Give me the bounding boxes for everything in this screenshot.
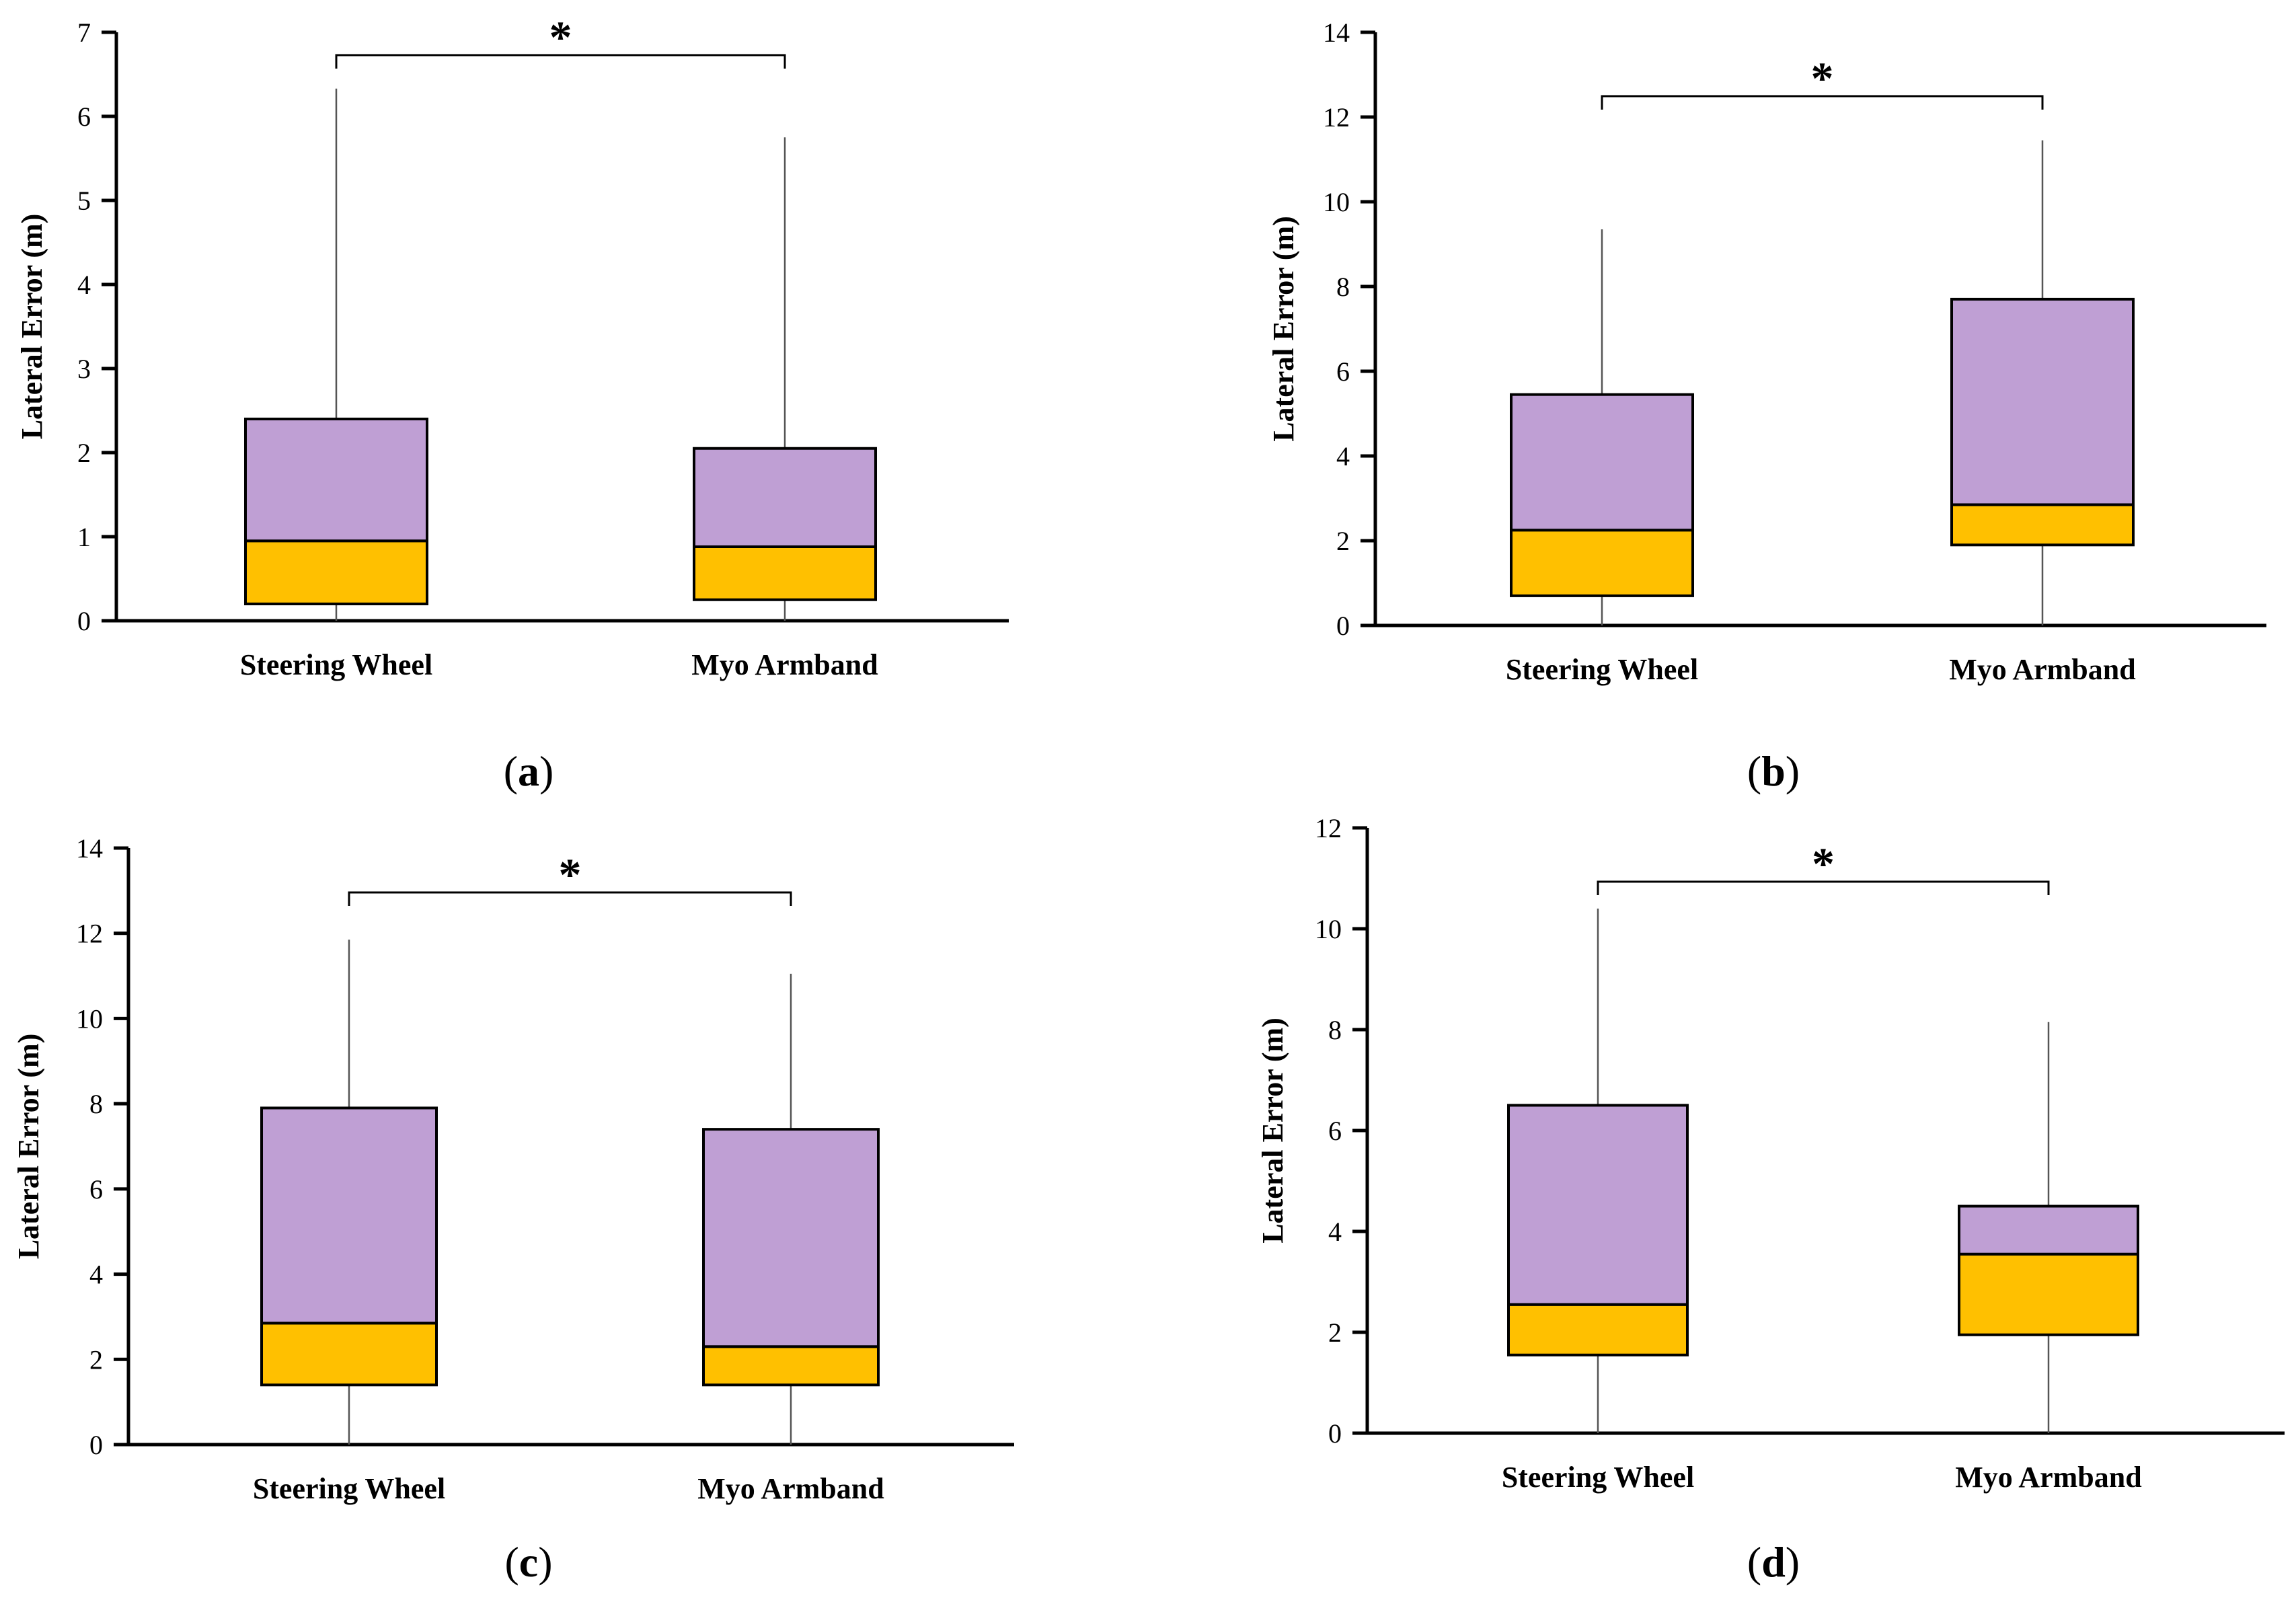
- y-axis-title: Lateral Error (m): [12, 1034, 45, 1260]
- y-tick-label: 14: [76, 833, 103, 864]
- chart-panel-d: 0 2 4 6 8 10 12 Lateral Error (m) Steering Wheel…: [1256, 813, 2285, 1586]
- caption-letter: c: [519, 1538, 538, 1586]
- y-tick-label: 2: [1328, 1317, 1342, 1348]
- box-upper-quartile: [693, 447, 877, 548]
- y-tick-label: 5: [77, 186, 91, 216]
- caption-paren-close: ): [1786, 1538, 1800, 1586]
- y-tick-label: 8: [1336, 272, 1350, 302]
- box-myo-armband: [1950, 140, 2135, 625]
- category-label: Myo Armband: [691, 648, 878, 681]
- y-tick-label: 4: [77, 270, 91, 300]
- caption-paren-open: (: [504, 1538, 519, 1586]
- box-lower-quartile: [1510, 529, 1694, 597]
- y-tick-label: 10: [1323, 187, 1350, 217]
- y-tick-label: 2: [89, 1344, 103, 1375]
- significance-bracket: [348, 891, 792, 906]
- significance-star: *: [559, 849, 582, 900]
- significance-bracket: [335, 54, 786, 69]
- category-label: Steering Wheel: [1502, 1461, 1694, 1494]
- box-lower-quartile: [1950, 503, 2135, 547]
- chart-panel-b: 0 2 4 6 8 10 12 14 Lateral Error (m) Steering Whe…: [1267, 17, 2266, 795]
- category-label: Steering Wheel: [253, 1472, 445, 1505]
- box-myo-armband: [693, 137, 877, 621]
- y-tick-label: 6: [89, 1174, 103, 1204]
- category-label: Myo Armband: [1949, 653, 2135, 686]
- box-upper-quartile: [1950, 297, 2135, 506]
- category-label: Steering Wheel: [240, 648, 432, 681]
- caption-paren-open: (: [504, 747, 518, 795]
- y-tick-label: 2: [1336, 526, 1350, 556]
- box-upper-quartile: [244, 418, 428, 543]
- y-tick-label: 10: [1315, 914, 1342, 944]
- box-upper-quartile: [1958, 1204, 2139, 1256]
- y-tick-label: 14: [1323, 17, 1350, 48]
- caption-letter: b: [1761, 747, 1786, 795]
- box-steering-wheel: [1510, 229, 1694, 625]
- box-upper-quartile: [702, 1128, 880, 1348]
- box-steering-wheel: [260, 940, 438, 1445]
- y-tick-label: 0: [1328, 1418, 1342, 1449]
- caption-letter: a: [518, 747, 539, 795]
- box-steering-wheel: [1507, 909, 1689, 1433]
- panel-caption: (c): [504, 1538, 552, 1586]
- significance-star: *: [1811, 52, 1834, 104]
- caption-paren-open: (: [1747, 1538, 1761, 1586]
- box-lower-quartile: [244, 539, 428, 605]
- chart-panel-c: 0 2 4 6 8 10 12 14 Lateral Error (m) Steering Whe…: [12, 833, 1014, 1586]
- y-tick-label: 8: [89, 1089, 103, 1119]
- panel-caption: (d): [1747, 1538, 1800, 1586]
- box-lower-quartile: [260, 1322, 438, 1387]
- box-upper-quartile: [260, 1106, 438, 1325]
- y-axis-title: Lateral Error (m): [1267, 216, 1300, 442]
- box-lower-quartile: [1958, 1252, 2139, 1336]
- y-tick-label: 4: [1328, 1217, 1342, 1247]
- y-tick-label: 12: [1315, 813, 1342, 843]
- y-tick-label: 4: [89, 1260, 103, 1290]
- box-myo-armband: [702, 973, 880, 1445]
- caption-paren-close: ): [539, 747, 553, 795]
- y-tick-label: 7: [77, 17, 91, 48]
- y-tick-label: 4: [1336, 441, 1350, 471]
- y-tick-label: 0: [1336, 611, 1350, 641]
- y-tick-label: 8: [1328, 1015, 1342, 1045]
- y-tick-label: 12: [76, 919, 103, 949]
- y-tick-label: 6: [1328, 1116, 1342, 1146]
- caption-paren-close: ): [1786, 747, 1800, 795]
- box-lower-quartile: [1507, 1303, 1689, 1356]
- y-tick-label: 1: [77, 522, 91, 552]
- significance-star: *: [1812, 838, 1835, 889]
- significance-bracket: [1597, 880, 2050, 895]
- category-label: Myo Armband: [1955, 1461, 2141, 1494]
- category-label: Myo Armband: [697, 1472, 884, 1505]
- significance-star: *: [549, 11, 572, 63]
- y-axis-title: Lateral Error (m): [15, 214, 48, 440]
- y-tick-label: 12: [1323, 102, 1350, 132]
- significance-bracket: [1601, 95, 2044, 110]
- y-tick-label: 3: [77, 354, 91, 384]
- box-lower-quartile: [702, 1345, 880, 1387]
- box-myo-armband: [1958, 1022, 2139, 1433]
- box-upper-quartile: [1510, 393, 1694, 532]
- y-tick-label: 0: [77, 606, 91, 636]
- caption-paren-close: ): [538, 1538, 552, 1586]
- box-upper-quartile: [1507, 1104, 1689, 1306]
- y-tick-label: 6: [1336, 356, 1350, 387]
- y-tick-label: 2: [77, 438, 91, 468]
- y-tick-label: 6: [77, 102, 91, 132]
- box-lower-quartile: [693, 545, 877, 601]
- box-steering-wheel: [244, 88, 428, 621]
- y-axis-title: Lateral Error (m): [1256, 1018, 1289, 1244]
- category-label: Steering Wheel: [1506, 653, 1698, 686]
- chart-panel-a: 0 1 2 3 4 5 6 7 Lateral Error (m) Steering Wheel M…: [15, 11, 1009, 795]
- caption-letter: d: [1761, 1538, 1786, 1586]
- y-tick-label: 0: [89, 1430, 103, 1460]
- panel-caption: (a): [504, 747, 554, 795]
- y-tick-label: 10: [76, 1003, 103, 1034]
- caption-paren-open: (: [1747, 747, 1761, 795]
- panel-caption: (b): [1747, 747, 1800, 795]
